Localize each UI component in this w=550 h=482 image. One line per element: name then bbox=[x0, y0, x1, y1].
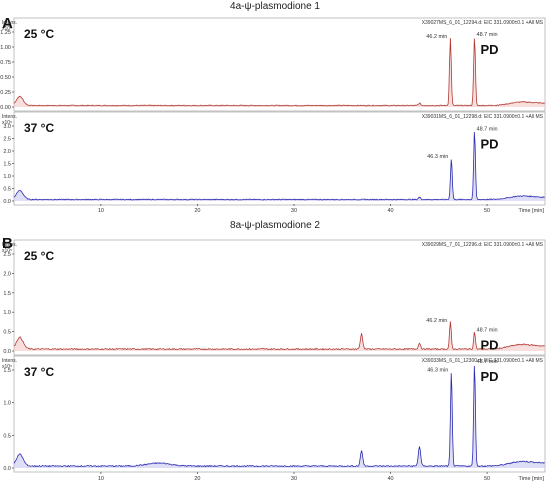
trace-header: X39029MS_7_01_12296.d: EIC 331.0900±0.1 … bbox=[422, 242, 544, 248]
panel-title: 8a-ψ-plasmodione 2 bbox=[230, 220, 320, 231]
y-exponent-label: x10⁵ bbox=[2, 26, 12, 32]
x-axis-label: Time [min] bbox=[519, 476, 545, 482]
x-tick-label: 40 bbox=[387, 476, 393, 482]
trace-fill bbox=[14, 365, 545, 468]
y-tick-label: 0.5 bbox=[3, 187, 11, 193]
plot-frame bbox=[13, 17, 546, 112]
plot-frame bbox=[13, 239, 546, 356]
y-tick-label: 3.0 bbox=[3, 124, 11, 130]
plot-frame bbox=[13, 355, 546, 473]
trace-fill bbox=[14, 132, 545, 201]
x-tick-label: 20 bbox=[194, 208, 200, 214]
y-unit-label: Intens. bbox=[2, 20, 17, 26]
trace-line bbox=[13, 365, 545, 468]
y-exponent-label: x10⁵ bbox=[2, 120, 12, 126]
y-tick-label: 0.75 bbox=[0, 60, 11, 66]
pd-label: PD bbox=[481, 42, 499, 57]
y-tick-label: 0.00 bbox=[0, 105, 11, 111]
y-tick-label: 2.5 bbox=[3, 137, 11, 143]
y-tick-label: 1.00 bbox=[0, 45, 11, 51]
y-tick-label: 0.0 bbox=[3, 466, 11, 472]
y-tick-label: 1.5 bbox=[3, 162, 11, 168]
chromatogram-trace: X39029MS_7_01_12296.d: EIC 331.0900±0.1 … bbox=[2, 239, 546, 356]
chromatogram-trace: X39031MS_6_01_12298.d: EIC 331.0900±0.1 … bbox=[2, 111, 546, 206]
x-tick-label: 50 bbox=[484, 208, 490, 214]
temperature-label: 25 °C bbox=[24, 249, 54, 263]
y-tick-label: 0.5 bbox=[3, 330, 11, 336]
y-tick-label: 1.5 bbox=[3, 291, 11, 297]
x-tick-label: 10 bbox=[98, 208, 104, 214]
y-tick-label: 0.0 bbox=[3, 349, 11, 355]
peak-label: 46.2 min bbox=[426, 34, 447, 40]
trace-header: X39033MS_6_01_12300.d: EIC 331.0900±0.1 … bbox=[422, 358, 544, 364]
peak-label: 46.3 min bbox=[427, 367, 448, 373]
y-tick-label: 1.5 bbox=[3, 368, 11, 374]
peak-label: 48.7 min bbox=[477, 359, 498, 365]
peak-label: 46.2 min bbox=[426, 318, 447, 324]
y-tick-label: 1.0 bbox=[3, 401, 11, 407]
y-tick-label: 0.5 bbox=[3, 433, 11, 439]
pd-label: PD bbox=[481, 136, 499, 151]
y-tick-label: 1.0 bbox=[3, 310, 11, 316]
y-tick-label: 1.25 bbox=[0, 30, 11, 36]
panel-letter: B bbox=[2, 235, 13, 252]
y-exponent-label: x10⁵ bbox=[2, 364, 12, 370]
trace-fill bbox=[14, 38, 545, 108]
y-tick-label: 0.50 bbox=[0, 75, 11, 81]
y-unit-label: Intens. bbox=[2, 242, 17, 248]
trace-header: X39027MS_6_01_12294.d: EIC 331.0900±0.1 … bbox=[422, 20, 544, 26]
x-axis-label: Time [min] bbox=[519, 208, 545, 214]
temperature-label: 37 °C bbox=[24, 365, 54, 379]
y-tick-label: 0.0 bbox=[3, 199, 11, 205]
peak-label: 48.7 min bbox=[477, 328, 498, 334]
x-tick-label: 30 bbox=[291, 208, 297, 214]
x-tick-label: 10 bbox=[98, 476, 104, 482]
y-unit-label: Intens. bbox=[2, 114, 17, 120]
x-tick-label: 20 bbox=[194, 476, 200, 482]
chromatogram-trace: X39027MS_6_01_12294.d: EIC 331.0900±0.1 … bbox=[0, 17, 546, 112]
chromatogram-trace: X39033MS_6_01_12300.d: EIC 331.0900±0.1 … bbox=[2, 355, 546, 473]
y-exponent-label: x10⁵ bbox=[2, 248, 12, 254]
y-tick-label: 2.5 bbox=[3, 252, 11, 258]
y-tick-label: 1.0 bbox=[3, 174, 11, 180]
x-tick-label: 30 bbox=[291, 476, 297, 482]
pd-label: PD bbox=[481, 369, 499, 384]
y-tick-label: 2.0 bbox=[3, 149, 11, 155]
trace-line bbox=[13, 321, 545, 351]
y-tick-label: 2.0 bbox=[3, 271, 11, 277]
panel-title: 4a-ψ-plasmodione 1 bbox=[230, 1, 320, 12]
x-tick-label: 40 bbox=[387, 208, 393, 214]
temperature-label: 37 °C bbox=[24, 121, 54, 135]
y-tick-label: 0.25 bbox=[0, 90, 11, 96]
pd-label: PD bbox=[481, 338, 499, 353]
trace-line bbox=[13, 38, 545, 107]
trace-fill bbox=[14, 321, 545, 351]
temperature-label: 25 °C bbox=[24, 27, 54, 41]
x-tick-label: 50 bbox=[484, 476, 490, 482]
panel-letter: A bbox=[2, 15, 13, 32]
trace-line bbox=[13, 131, 545, 201]
peak-label: 46.3 min bbox=[427, 154, 448, 160]
peak-label: 48.7 min bbox=[477, 32, 498, 38]
y-unit-label: Intens. bbox=[2, 358, 17, 364]
peak-label: 48.7 min bbox=[477, 126, 498, 132]
plot-frame bbox=[13, 111, 546, 206]
trace-header: X39031MS_6_01_12298.d: EIC 331.0900±0.1 … bbox=[422, 114, 544, 120]
